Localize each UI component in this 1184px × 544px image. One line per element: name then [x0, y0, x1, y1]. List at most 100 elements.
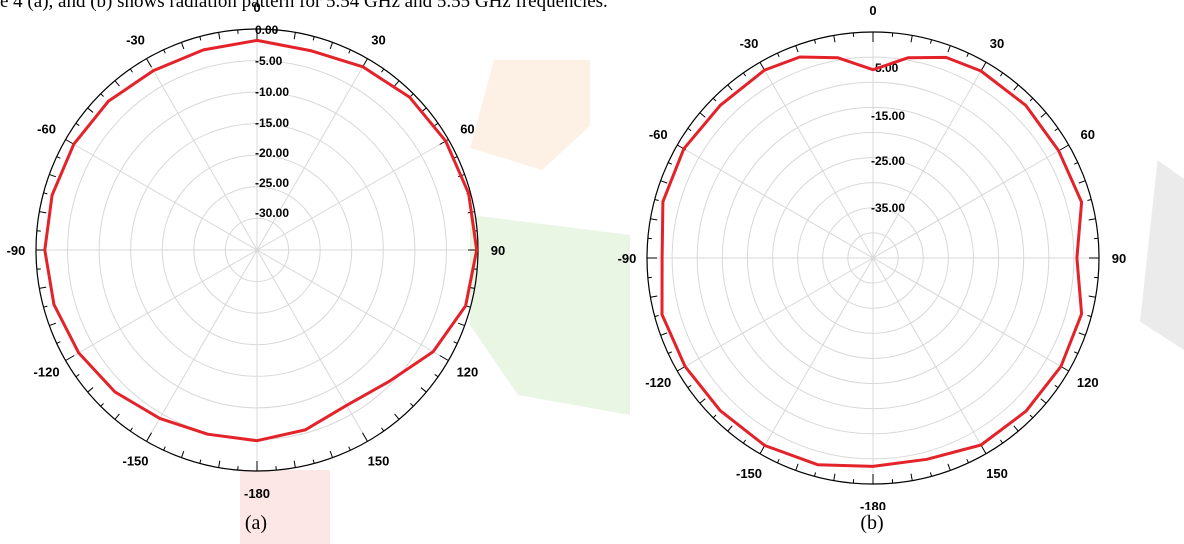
- angle-tick: [218, 32, 221, 40]
- angle-tick: [699, 398, 706, 404]
- grid-spoke: [677, 144, 874, 259]
- angle-tick: [727, 425, 733, 432]
- angle-tick: [910, 35, 913, 43]
- angle-tick: [1073, 162, 1079, 165]
- angle-tick: [1029, 97, 1034, 102]
- angle-tick: [75, 374, 80, 378]
- angle-tick: [1059, 144, 1069, 151]
- angle-tick: [1029, 414, 1034, 419]
- angle-tick: [929, 472, 932, 477]
- angle-tick: [999, 439, 1004, 444]
- angle-tick: [381, 427, 385, 432]
- angle-tick: [910, 473, 913, 481]
- polar-chart-a: 0 30 60 90 120 150 -180 -150 -120 -90 -60 -30 0.00 -5…: [7, 0, 506, 501]
- radial-tick-label: -15.00: [255, 116, 289, 130]
- angle-tick: [1040, 112, 1047, 118]
- angle-tick: [163, 446, 166, 451]
- angle-tick: [1078, 180, 1086, 184]
- grid-spoke: [146, 249, 258, 442]
- angle-tick: [654, 314, 659, 317]
- angle-tick: [742, 439, 747, 444]
- angle-tick-label: 120: [1077, 375, 1099, 390]
- angle-tick: [833, 473, 836, 481]
- angle-tick: [39, 286, 47, 289]
- angle-tick: [100, 93, 104, 97]
- angle-tick: [146, 432, 152, 442]
- radial-tick-label: -25.00: [871, 154, 905, 168]
- angle-tick: [65, 355, 75, 361]
- angle-tick: [712, 97, 717, 102]
- angle-tick: [660, 332, 668, 336]
- angle-tick: [439, 355, 449, 361]
- angle-tick: [742, 72, 747, 77]
- angle-tick: [434, 374, 439, 378]
- angle-tick-label: 30: [990, 36, 1004, 51]
- angle-tick: [1013, 425, 1019, 432]
- angle-tick: [687, 127, 692, 132]
- angle-tick: [1088, 218, 1096, 221]
- angle-tick-label: 60: [1081, 127, 1095, 142]
- angle-tick-label: 150: [986, 466, 1008, 481]
- angle-tick: [929, 39, 932, 44]
- angle-tick-label: 120: [457, 365, 479, 380]
- angle-tick: [218, 460, 221, 468]
- angle-tick: [777, 52, 780, 58]
- angle-tick-label: -180: [244, 486, 270, 501]
- angle-tick: [43, 192, 48, 195]
- grid-spoke: [256, 249, 368, 442]
- angle-tick: [199, 459, 202, 464]
- angle-tick-label: -90: [618, 251, 637, 266]
- angle-tick: [667, 351, 673, 354]
- grid-spoke: [872, 257, 987, 454]
- angle-tick-label: 30: [371, 33, 385, 48]
- pattern-trace: [43, 38, 479, 443]
- grid-spoke: [677, 257, 874, 372]
- angle-tick: [293, 460, 296, 468]
- angle-tick: [129, 68, 133, 73]
- angle-tick: [180, 450, 185, 458]
- angle-tick: [457, 322, 465, 327]
- radial-tick-label: 0.00: [255, 23, 279, 37]
- angle-tick: [980, 62, 987, 72]
- grid-spoke: [759, 257, 874, 454]
- angle-tick: [1054, 384, 1059, 389]
- angle-tick: [394, 80, 400, 87]
- angle-tick: [348, 446, 351, 451]
- angle-tick: [966, 458, 969, 464]
- angle-tick: [795, 45, 799, 53]
- angle-tick: [667, 162, 673, 165]
- angle-tick-label: -60: [649, 127, 668, 142]
- grid-spoke: [65, 249, 258, 361]
- angle-tick: [348, 49, 351, 54]
- angle-tick: [146, 58, 152, 68]
- grid-spoke: [65, 139, 258, 251]
- grid-spoke: [256, 139, 449, 251]
- grid-spoke: [256, 249, 449, 361]
- angle-tick: [362, 432, 368, 442]
- angle-tick-label: 0: [869, 3, 876, 18]
- angle-tick-label: -60: [37, 122, 56, 137]
- angle-tick: [712, 414, 717, 419]
- angle-tick: [75, 122, 80, 126]
- angle-tick: [163, 49, 166, 54]
- grid-spoke: [146, 58, 258, 251]
- radial-tick-label: -25.00: [255, 176, 289, 190]
- angle-tick: [56, 341, 61, 344]
- angle-tick: [466, 305, 471, 308]
- angle-tick: [129, 427, 133, 432]
- angle-tick: [114, 413, 120, 420]
- radial-tick-label: -10.00: [255, 85, 289, 99]
- angle-tick: [381, 68, 385, 73]
- angle-tick-label: -120: [645, 375, 671, 390]
- angle-tick: [329, 450, 334, 458]
- angle-tick: [650, 218, 658, 221]
- angle-tick: [410, 93, 414, 97]
- angle-tick: [947, 45, 951, 53]
- angle-tick: [727, 84, 733, 91]
- panel-label-b: (b): [860, 512, 884, 534]
- angle-tick: [39, 211, 47, 214]
- angle-tick: [687, 384, 692, 389]
- angle-tick: [1087, 314, 1092, 317]
- angle-tick: [699, 112, 706, 118]
